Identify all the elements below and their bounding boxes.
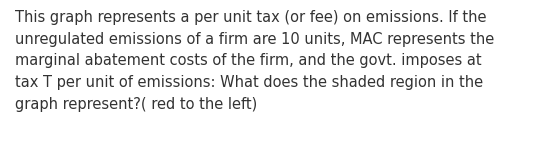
Text: This graph represents a per unit tax (or fee) on emissions. If the
unregulated e: This graph represents a per unit tax (or… <box>15 10 494 112</box>
